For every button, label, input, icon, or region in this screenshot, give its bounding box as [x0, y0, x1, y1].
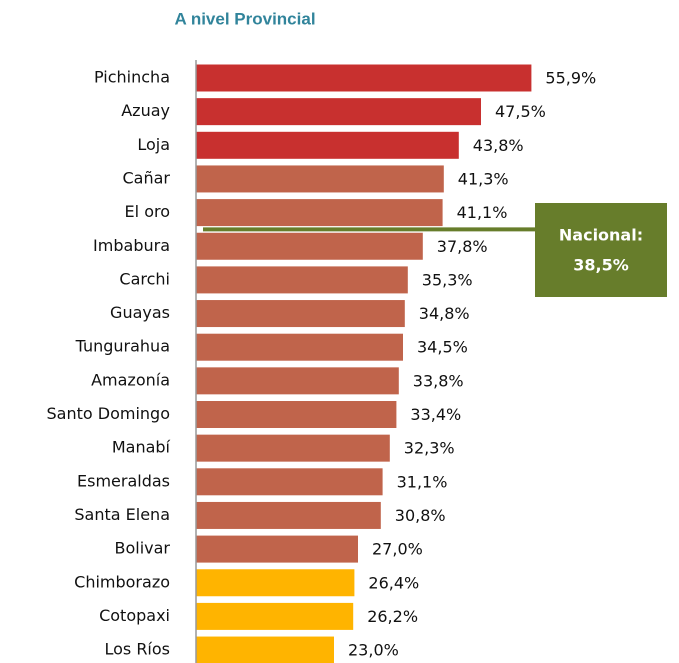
bar [196, 569, 355, 597]
bar [196, 232, 423, 260]
category-label: Manabí [112, 438, 171, 457]
value-label: 30,8% [395, 506, 446, 525]
value-label: 37,8% [437, 237, 488, 256]
bar [196, 434, 390, 462]
category-label: Pichincha [94, 68, 170, 87]
bar [196, 98, 481, 126]
bar [196, 468, 383, 496]
value-label: 27,0% [372, 540, 423, 559]
category-label: Los Ríos [104, 640, 170, 659]
category-label: Loja [137, 135, 170, 154]
category-label: Guayas [110, 303, 170, 322]
bar [196, 367, 399, 395]
bar [196, 266, 408, 294]
value-label: 43,8% [473, 136, 524, 155]
category-label: Imbabura [93, 236, 170, 255]
bar [196, 300, 405, 328]
value-label: 33,8% [413, 371, 464, 390]
value-label: 33,4% [410, 405, 461, 424]
reference-label: Nacional: [559, 226, 643, 245]
bar [196, 401, 397, 428]
bar [196, 64, 532, 92]
bar [196, 131, 459, 159]
reference-box [535, 203, 667, 297]
bar [196, 165, 444, 193]
category-label: Tungurahua [75, 337, 170, 356]
bar [196, 535, 358, 563]
category-label: Cañar [123, 168, 171, 187]
value-label: 34,5% [417, 338, 468, 357]
category-label: Esmeraldas [77, 471, 170, 490]
value-label: 31,1% [397, 472, 448, 491]
value-label: 35,3% [422, 270, 473, 289]
bar [196, 501, 381, 529]
value-label: 26,2% [367, 607, 418, 626]
category-label: Amazonía [91, 370, 170, 389]
category-label: El oro [125, 202, 170, 221]
value-label: 47,5% [495, 102, 546, 121]
value-label: 26,4% [368, 573, 419, 592]
bar [196, 602, 354, 630]
category-label: Azuay [121, 101, 170, 120]
chart-title: A nivel Provincial [174, 9, 315, 28]
category-label: Santo Domingo [47, 404, 170, 423]
value-label: 41,1% [457, 203, 508, 222]
reference-value: 38,5% [573, 256, 629, 275]
bar [196, 199, 443, 227]
value-label: 41,3% [458, 169, 509, 188]
category-label: Bolivar [114, 539, 170, 558]
category-label: Chimborazo [74, 572, 170, 591]
bar [196, 333, 403, 361]
category-label: Santa Elena [74, 505, 170, 524]
category-label: Cotopaxi [99, 606, 170, 625]
category-label: Carchi [119, 269, 170, 288]
bar [196, 636, 334, 663]
value-label: 55,9% [545, 69, 596, 88]
value-label: 34,8% [419, 304, 470, 323]
value-label: 32,3% [404, 439, 455, 458]
value-label: 23,0% [348, 641, 399, 660]
